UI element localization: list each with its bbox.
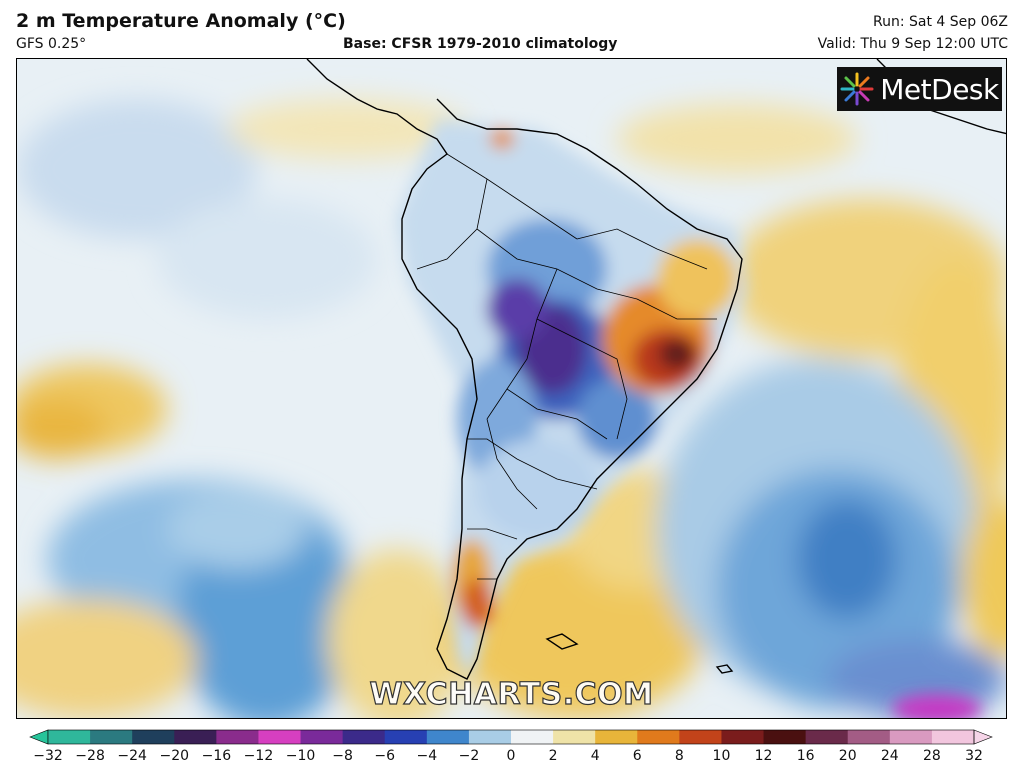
colorbar-segment	[216, 730, 259, 744]
colorbar-tick-label: −16	[201, 748, 232, 764]
colorbar-tick-label: 32	[965, 748, 983, 764]
colorbar-segment	[889, 730, 933, 744]
colorbar-segment	[426, 730, 470, 744]
metdesk-logo-text: MetDesk	[880, 72, 999, 106]
colorbar-segment	[511, 730, 554, 744]
colorbar-segment	[595, 730, 638, 744]
colorbar-segment	[132, 730, 175, 744]
colorbar-tick-label: 20	[838, 748, 857, 764]
colorbar-tick-label: −10	[285, 748, 316, 764]
colorbar-tick-label: 16	[796, 748, 815, 764]
colorbar-min-arrow	[29, 729, 49, 745]
colorbar-tick-label: 4	[590, 748, 600, 764]
colorbar-segment	[763, 730, 807, 744]
colorbar-tick-label: 6	[632, 748, 642, 764]
starburst-icon	[840, 72, 874, 106]
model-label: GFS 0.25°	[16, 36, 87, 52]
land-anomaly-field	[397, 119, 982, 718]
colorbar-tick-label: 10	[712, 748, 731, 764]
colorbar-tick-label: 28	[922, 748, 941, 764]
colorbar-segment	[553, 730, 596, 744]
colorbar-tick-label: 24	[880, 748, 899, 764]
wxcharts-watermark: WXCHARTS.COM	[369, 676, 654, 712]
colorbar-tick-label: 8	[674, 748, 684, 764]
colorbar-segment	[258, 730, 302, 744]
colorbar-tick-label: 2	[548, 748, 558, 764]
country-borders	[416, 153, 717, 580]
colorbar-segment	[342, 730, 386, 744]
colorbar-segment	[931, 730, 975, 744]
colorbar-segment	[300, 730, 344, 744]
colorbar-segment	[48, 730, 91, 744]
ocean-anomaly-field	[17, 99, 1006, 718]
colorbar-outline	[47, 729, 975, 745]
colorbar-tick-label: −12	[243, 748, 274, 764]
colorbar	[29, 729, 993, 745]
colorbar-segment	[174, 730, 217, 744]
colorbar-tick-label: 0	[506, 748, 516, 764]
climatology-base-label: Base: CFSR 1979-2010 climatology	[343, 36, 618, 52]
colorbar-segment	[847, 730, 891, 744]
valid-time-label: Valid: Thu 9 Sep 12:00 UTC	[817, 36, 1008, 52]
colorbar-segment	[721, 730, 765, 744]
colorbar-segment	[90, 730, 133, 744]
colorbar-max-arrow	[973, 729, 993, 745]
run-time-label: Run: Sat 4 Sep 06Z	[872, 14, 1008, 30]
colorbar-svg	[29, 729, 993, 745]
metdesk-logo: MetDesk	[837, 67, 1002, 111]
colorbar-tick-label: −6	[374, 748, 396, 764]
colorbar-tick-label: −28	[75, 748, 105, 764]
anomaly-map[interactable]: MetDesk WXCHARTS.COM	[16, 58, 1007, 719]
colorbar-segment	[637, 730, 680, 744]
colorbar-segment	[468, 730, 512, 744]
colorbar-tick-label: −20	[159, 748, 190, 764]
colorbar-tick-label: −4	[416, 748, 438, 764]
chart-title: 2 m Temperature Anomaly (°C)	[16, 10, 346, 32]
colorbar-tick-label: 12	[754, 748, 773, 764]
map-canvas	[17, 59, 1006, 718]
colorbar-tick-label: −32	[33, 748, 63, 764]
colorbar-tick-label: −2	[458, 748, 480, 764]
colorbar-segment	[679, 730, 722, 744]
colorbar-segment	[384, 730, 428, 744]
colorbar-tick-label: −24	[117, 748, 147, 764]
colorbar-segment	[805, 730, 849, 744]
colorbar-tick-label: −8	[332, 748, 353, 764]
